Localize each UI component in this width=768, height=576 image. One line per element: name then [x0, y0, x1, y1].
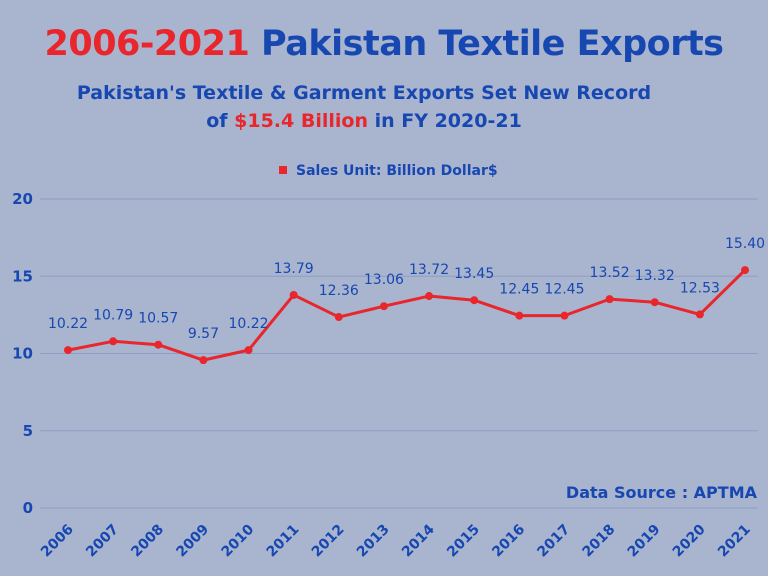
- subtitle-line-2: of $15.4 Billion in FY 2020-21: [20, 108, 748, 134]
- legend-marker: [279, 166, 287, 174]
- data-point: [560, 311, 569, 320]
- data-label: 13.52: [590, 265, 630, 281]
- data-label: 12.36: [319, 283, 359, 299]
- x-axis-ticks: 2006 2007 2008 2009 2010 2011 2012 2013 2014 2015…: [38, 521, 754, 560]
- subtitle-prefix: of: [206, 110, 235, 132]
- x-tick-label: 2008: [128, 522, 167, 561]
- subtitle-highlight: $15.4 Billion: [234, 110, 368, 132]
- legend-label: Sales Unit: Billion Dollar$: [296, 163, 498, 179]
- y-tick-label: 15: [12, 267, 33, 285]
- x-tick-label: 2010: [218, 521, 257, 560]
- data-label: 10.22: [228, 316, 268, 332]
- data-label: 13.32: [635, 268, 675, 284]
- legend: Sales Unit: Billion Dollar$: [279, 163, 498, 179]
- data-point: [334, 313, 343, 322]
- x-tick-label: 2021: [715, 522, 754, 561]
- data-point: [425, 292, 434, 301]
- y-tick-label: 0: [23, 499, 33, 517]
- data-label: 9.57: [188, 326, 219, 342]
- x-tick-label: 2009: [173, 522, 212, 561]
- data-label: 13.45: [454, 266, 494, 282]
- x-tick-label: 2017: [534, 522, 573, 561]
- data-labels: 10.22 10.79 10.57 9.57 10.22 13.79 12.36 13.06 1…: [48, 236, 765, 342]
- series: [64, 266, 749, 365]
- x-tick-label: 2016: [489, 522, 528, 561]
- x-tick-label: 2018: [580, 522, 619, 561]
- data-label: 10.79: [93, 307, 133, 323]
- series-line: [67, 269, 747, 362]
- y-tick-label: 10: [12, 345, 33, 363]
- data-point: [605, 295, 614, 304]
- data-label: 13.06: [364, 272, 404, 288]
- x-tick-label: 2020: [670, 521, 709, 560]
- data-source: Data Source : APTMA: [566, 483, 758, 502]
- x-tick-label: 2012: [309, 522, 348, 561]
- data-point: [470, 296, 479, 305]
- data-label: 10.57: [138, 311, 178, 327]
- chart-title: 2006-2021 Pakistan Textile Exports: [0, 22, 768, 66]
- x-tick-label: 2019: [625, 522, 664, 561]
- x-tick-label: 2007: [83, 522, 122, 561]
- x-tick-label: 2015: [444, 522, 483, 561]
- data-label: 10.22: [48, 316, 88, 332]
- data-point: [64, 346, 72, 355]
- data-point: [650, 298, 659, 307]
- data-label: 13.72: [409, 262, 449, 278]
- y-tick-label: 20: [12, 190, 33, 208]
- data-point: [741, 266, 749, 275]
- data-point: [244, 346, 253, 355]
- data-point: [695, 310, 704, 319]
- data-label: 12.45: [499, 282, 539, 298]
- data-label: 13.79: [274, 261, 314, 277]
- x-tick-label: 2014: [399, 521, 438, 560]
- title-main: Pakistan Textile Exports: [261, 24, 724, 64]
- x-tick-label: 2011: [264, 522, 303, 561]
- subtitle-suffix: in FY 2020-21: [367, 110, 522, 132]
- y-tick-label: 5: [23, 422, 33, 440]
- subtitle-line-1: Pakistan's Textile & Garment Exports Set…: [76, 82, 652, 104]
- data-label: 12.53: [680, 280, 720, 296]
- data-point: [289, 290, 298, 299]
- data-point: [109, 337, 118, 346]
- data-point: [515, 311, 524, 320]
- x-tick-label: 2013: [354, 522, 393, 561]
- grid: [40, 198, 758, 509]
- data-point: [199, 356, 208, 365]
- x-tick-label: 2006: [38, 522, 77, 561]
- data-label: 15.40: [725, 236, 765, 252]
- data-label: 12.45: [544, 282, 584, 298]
- data-point: [154, 340, 163, 349]
- y-axis-ticks: 0 5 10 15 20: [12, 190, 33, 517]
- data-point: [379, 302, 388, 311]
- title-year-range: 2006-2021: [44, 24, 250, 64]
